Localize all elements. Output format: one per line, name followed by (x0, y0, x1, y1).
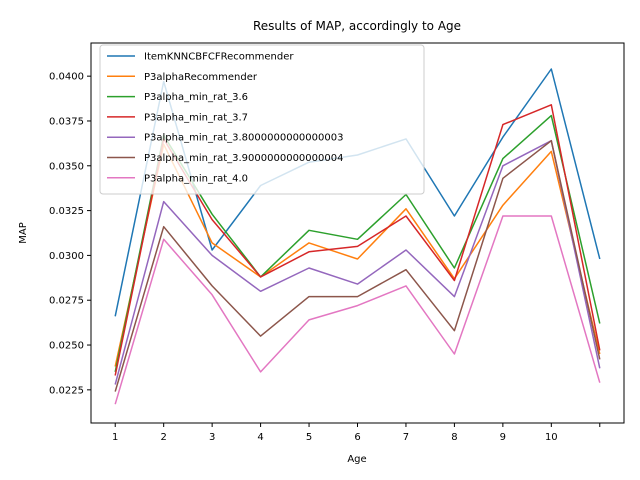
legend: ItemKNNCBFCFRecommender P3alphaRecommende… (99, 44, 425, 195)
y-tick-label: 0.0350 (49, 161, 84, 172)
legend-label-0: ItemKNNCBFCFRecommender (144, 52, 294, 63)
legend-label-6: P3alpha_min_rat_4.0 (144, 173, 248, 184)
y-tick-label: 0.0375 (49, 116, 84, 127)
chart-title: Results of MAP, accordingly to Age (253, 19, 461, 33)
series-line-1 (114, 143, 601, 367)
plot-frame (90, 42, 625, 424)
x-tick-label: 8 (451, 432, 457, 443)
y-axis: 0.0225 0.0250 0.0275 0.0300 0.0325 0.0350 0.03… (49, 72, 91, 396)
series-line-6 (114, 215, 601, 405)
legend-label-3: P3alpha_min_rat_3.7 (144, 112, 248, 123)
x-axis: 1 2 3 4 5 6 7 8 9 10 (112, 423, 601, 443)
legend-label-1: P3alphaRecommender (144, 72, 258, 83)
x-tick-label: 5 (306, 432, 312, 443)
x-tick-label: 6 (354, 432, 360, 443)
x-tick-label: 3 (209, 432, 215, 443)
y-tick-label: 0.0325 (49, 206, 84, 217)
y-tick-label: 0.0250 (49, 341, 84, 352)
x-tick-label: 7 (403, 432, 409, 443)
legend-label-4: P3alpha_min_rat_3.8000000000000003 (144, 133, 343, 144)
y-tick-label: 0.0400 (49, 72, 84, 83)
legend-box (99, 44, 425, 195)
y-tick-label: 0.0300 (49, 251, 84, 262)
x-tick-label: 10 (545, 432, 558, 443)
x-axis-label: Age (347, 454, 366, 465)
y-tick-label: 0.0225 (49, 385, 84, 396)
y-axis-label: MAP (18, 222, 29, 244)
y-tick-label: 0.0275 (49, 296, 84, 307)
legend-label-5: P3alpha_min_rat_3.9000000000000004 (144, 153, 343, 164)
series-line-4 (114, 139, 601, 385)
x-tick-label: 4 (257, 432, 263, 443)
legend-label-2: P3alpha_min_rat_3.6 (144, 92, 248, 103)
series-line-5 (114, 139, 601, 392)
x-tick-label: 2 (160, 432, 166, 443)
x-tick-label: 1 (112, 432, 118, 443)
x-tick-label: 9 (500, 432, 506, 443)
